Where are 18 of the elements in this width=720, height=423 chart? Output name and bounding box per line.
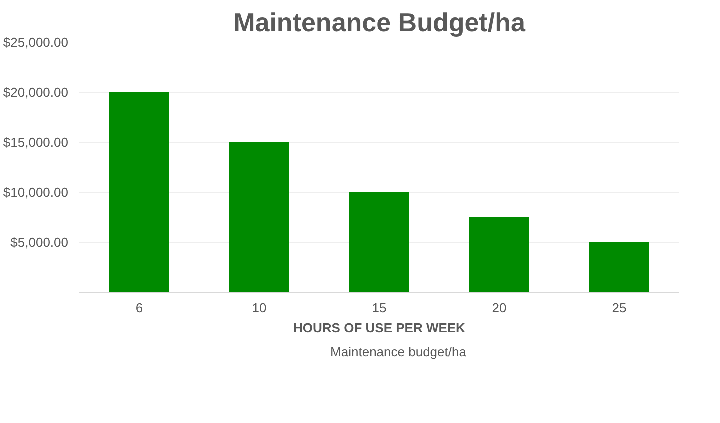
- bar: [590, 242, 650, 292]
- text: Maintenance budget/ha: [330, 344, 466, 360]
- x-axis-title: HOURS OF USE PER WEEK: [294, 320, 466, 336]
- x-tick-label: 25: [612, 300, 627, 316]
- y-tick-label: $25,000.00: [3, 35, 69, 50]
- bar: [470, 218, 530, 292]
- x-tick-label: 10: [252, 300, 267, 316]
- bar: [350, 192, 410, 292]
- x-tick-label: 20: [492, 300, 507, 316]
- chart-title: Maintenance Budget/ha: [234, 8, 526, 38]
- x-tick-label: 6: [136, 300, 144, 316]
- x-tick-label: 15: [372, 300, 387, 316]
- bar: [110, 92, 170, 292]
- bar: [230, 142, 290, 292]
- y-tick-label: $10,000.00: [3, 185, 69, 200]
- y-tick-label: $15,000.00: [3, 135, 69, 150]
- y-tick-label: $20,000.00: [3, 85, 69, 100]
- y-tick-label: $5,000.00: [10, 235, 69, 250]
